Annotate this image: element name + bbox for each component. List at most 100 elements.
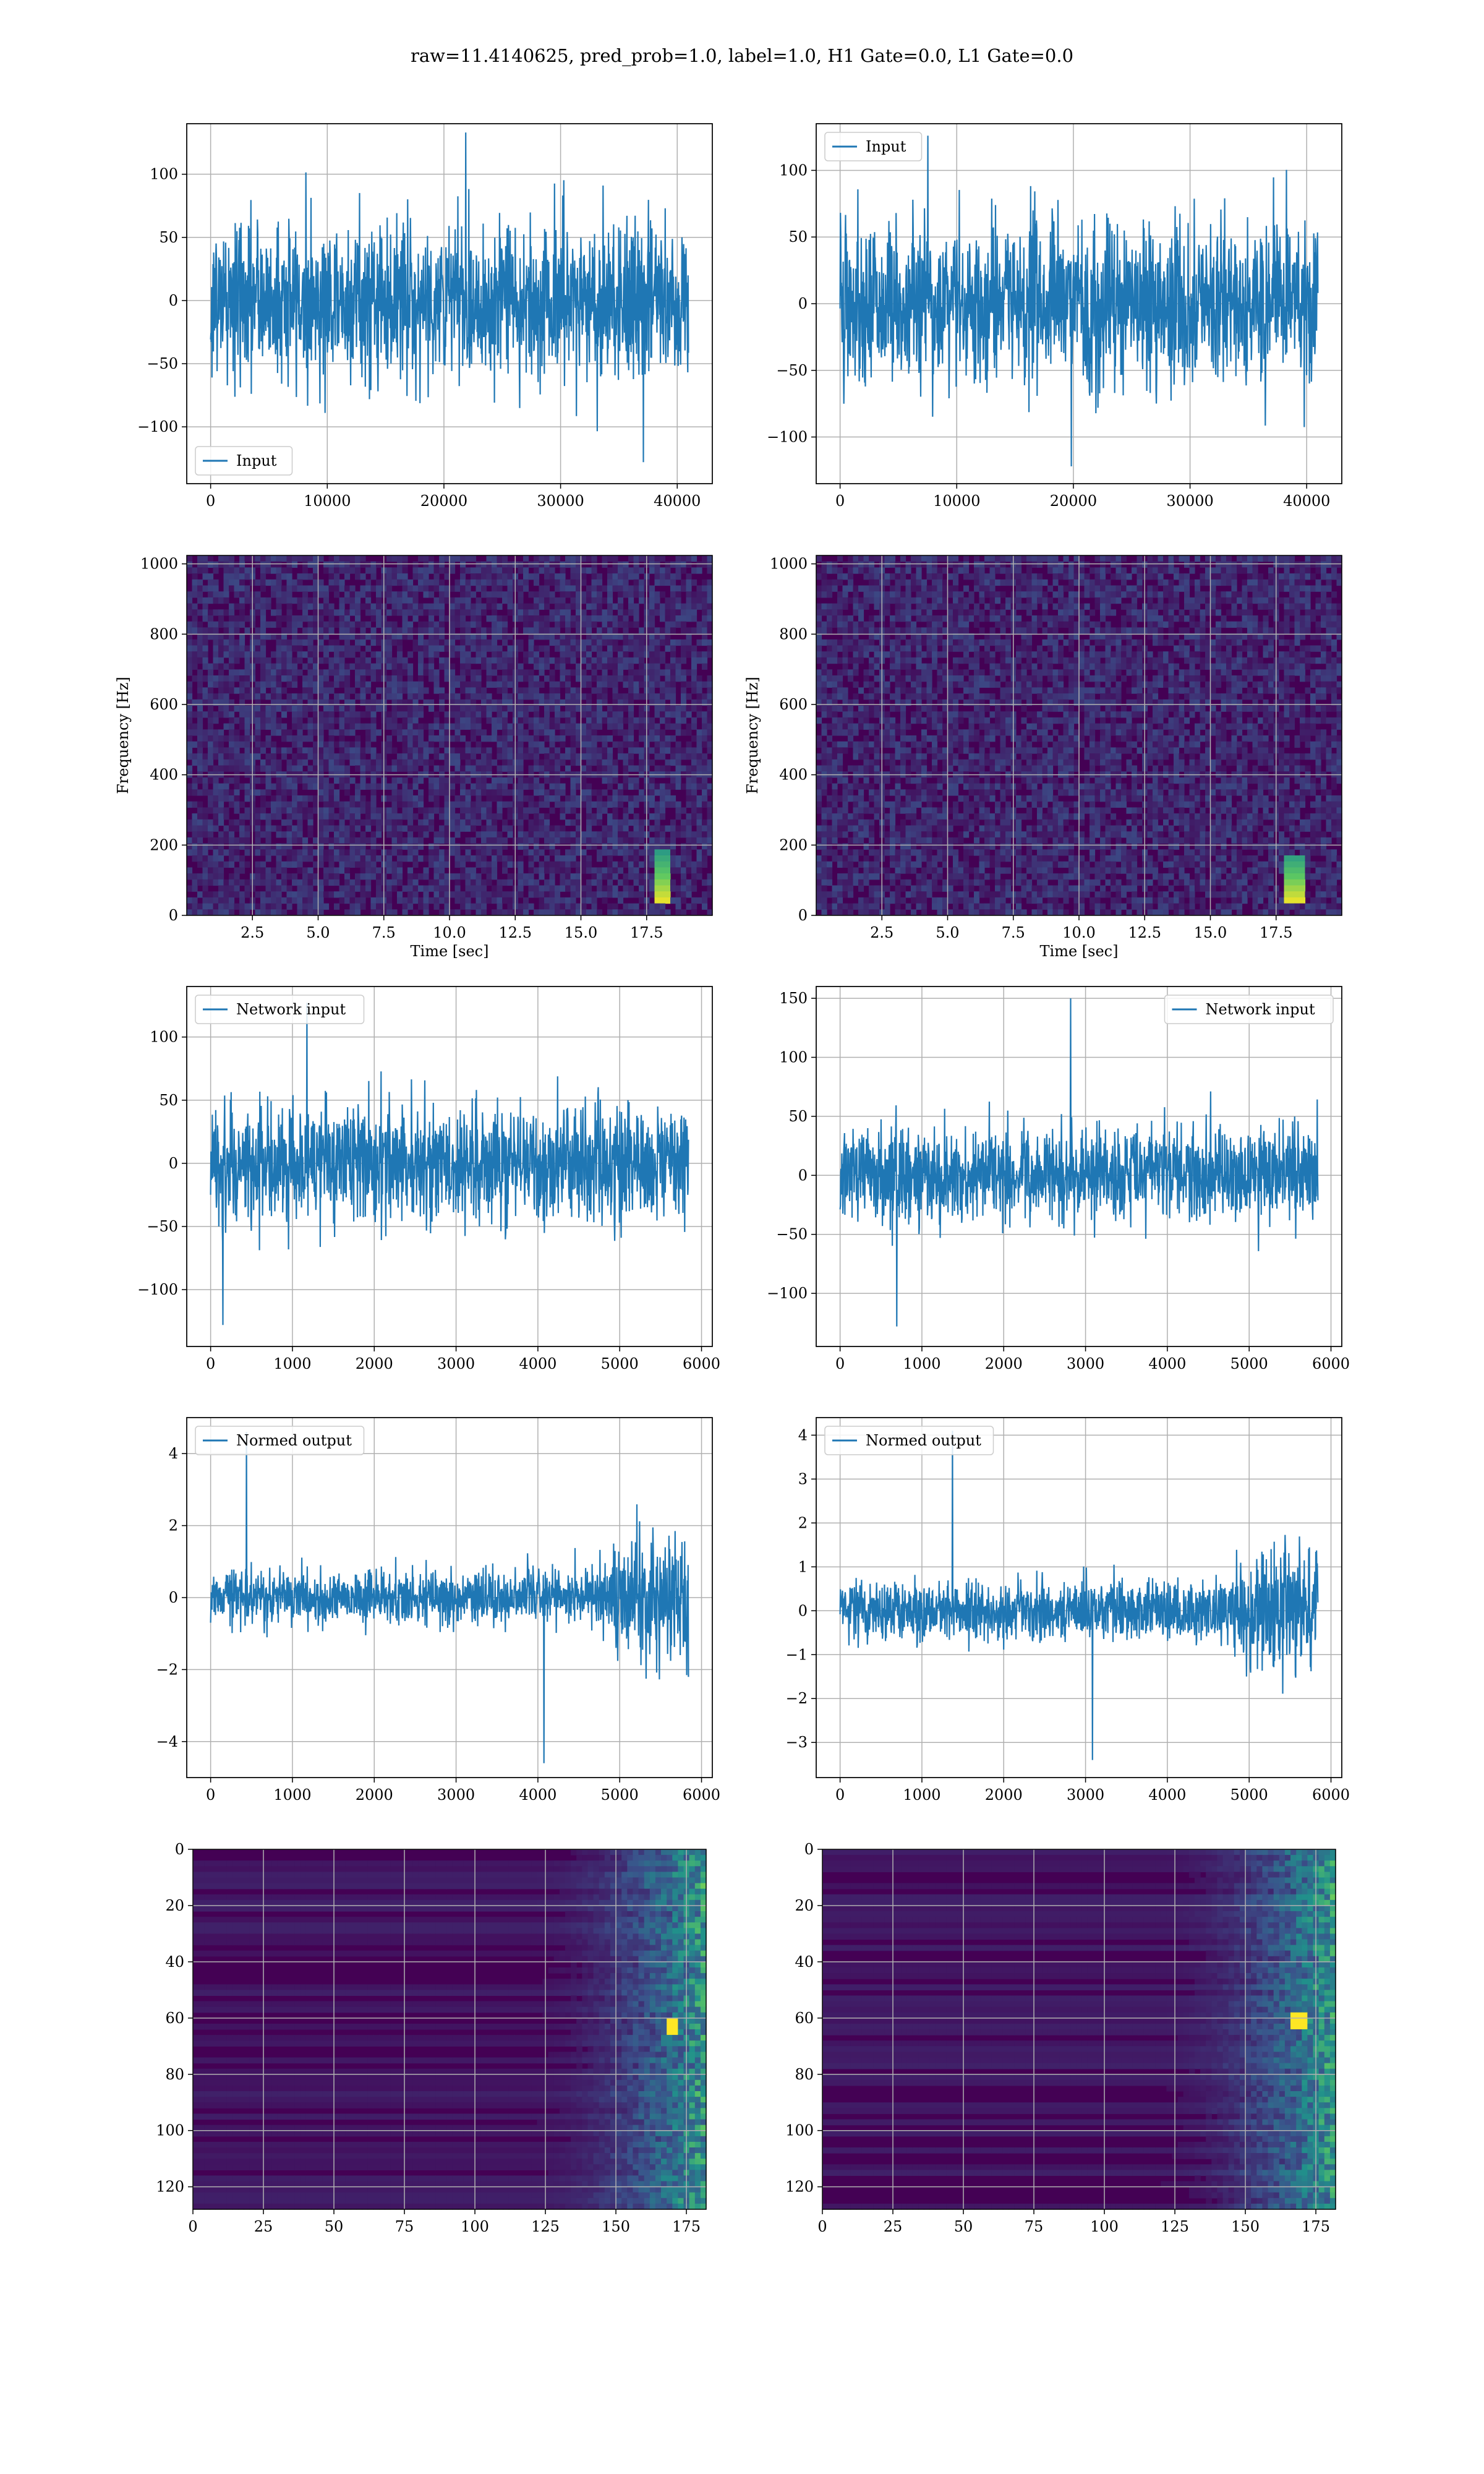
heatmap-cell [607, 831, 613, 838]
heatmap-cell [244, 831, 250, 838]
heatmap-cell [323, 717, 330, 724]
heatmap-cell [244, 669, 250, 676]
heatmap-cell [555, 639, 561, 646]
heatmap-cell [1247, 567, 1253, 574]
heatmap-cell [660, 909, 666, 916]
heatmap-cell [686, 669, 692, 676]
heatmap-cell [502, 681, 508, 688]
heatmap-cell [534, 909, 540, 916]
heatmap-cell [686, 747, 692, 754]
heatmap-cell [397, 675, 403, 682]
heatmap-cell [528, 621, 534, 628]
heatmap-cell [681, 711, 687, 718]
heatmap-cell [591, 663, 597, 670]
heatmap-cell [591, 645, 597, 652]
heatmap-cell [597, 639, 603, 646]
heatmap-cell [1037, 561, 1043, 568]
heatmap-cell [454, 711, 461, 718]
heatmap-cell [187, 555, 193, 562]
heatmap-cell [276, 561, 282, 568]
heatmap-cell [539, 813, 545, 820]
heatmap-cell [360, 693, 366, 700]
heatmap-cell [239, 831, 245, 838]
heatmap-cell [276, 789, 282, 796]
heatmap-cell [665, 669, 671, 676]
heatmap-cell [355, 879, 361, 886]
heatmap-cell [523, 747, 529, 754]
heatmap-cell [355, 591, 361, 598]
heatmap-cell [649, 597, 655, 604]
heatmap-cell [244, 891, 250, 898]
heatmap-cell [497, 645, 503, 652]
heatmap-cell [313, 897, 319, 904]
heatmap-cell [454, 729, 461, 736]
heatmap-cell [665, 663, 671, 670]
heatmap-cell [471, 783, 477, 790]
x-tick-label: 30000 [1166, 492, 1213, 510]
heatmap-cell [454, 885, 461, 892]
heatmap-cell [576, 705, 582, 712]
heatmap-cell [660, 651, 666, 658]
heatmap-cell [565, 555, 571, 562]
heatmap-cell [418, 885, 424, 892]
heatmap-cell [213, 873, 219, 880]
heatmap-cell [475, 675, 482, 682]
heatmap-cell [549, 843, 555, 850]
heatmap-cell [286, 627, 292, 634]
heatmap-cell [370, 753, 377, 760]
heatmap-cell [869, 555, 875, 562]
heatmap-cell [234, 801, 240, 808]
heatmap-cell [213, 621, 219, 628]
heatmap-cell [691, 627, 697, 634]
heatmap-cell [576, 645, 582, 652]
heatmap-cell [570, 729, 576, 736]
heatmap-cell [323, 597, 330, 604]
heatmap-cell [313, 645, 319, 652]
heatmap-cell [365, 633, 372, 640]
heatmap-cell [302, 615, 309, 622]
heatmap-cell [255, 903, 261, 910]
heatmap-cell [639, 831, 645, 838]
heatmap-cell [460, 747, 466, 754]
heatmap-cell [1163, 555, 1169, 562]
heatmap-cell [481, 861, 487, 868]
heatmap-cell [208, 723, 214, 730]
heatmap-cell [686, 651, 692, 658]
heatmap-cell [832, 561, 838, 568]
heatmap-cell [433, 573, 440, 580]
heatmap-cell [271, 723, 277, 730]
heatmap-cell [297, 765, 303, 772]
heatmap-cell [549, 849, 555, 856]
heatmap-cell [549, 747, 555, 754]
heatmap-cell [423, 645, 429, 652]
heatmap-cell [281, 735, 288, 742]
heatmap-cell [581, 711, 587, 718]
heatmap-cell [597, 711, 603, 718]
heatmap-cell [328, 699, 335, 706]
heatmap-cell [681, 819, 687, 826]
heatmap-cell [223, 609, 229, 616]
heatmap-cell [292, 699, 298, 706]
heatmap-cell [339, 597, 345, 604]
heatmap-cell [702, 579, 708, 586]
heatmap-cell [313, 561, 319, 568]
heatmap-cell [433, 723, 440, 730]
heatmap-cell [544, 555, 550, 562]
heatmap-cell [696, 759, 702, 766]
x-tick-label: 7.5 [372, 924, 396, 941]
heatmap-cell [386, 651, 393, 658]
heatmap-cell [391, 717, 398, 724]
heatmap-cell [355, 759, 361, 766]
heatmap-cell [397, 657, 403, 664]
heatmap-cell [576, 777, 582, 784]
heatmap-cell [360, 627, 366, 634]
heatmap-cell [229, 735, 235, 742]
heatmap-cell [633, 639, 639, 646]
heatmap-cell [302, 801, 309, 808]
heatmap-cell [355, 813, 361, 820]
heatmap-cell [502, 891, 508, 898]
heatmap-cell [439, 633, 445, 640]
heatmap-cell [234, 705, 240, 712]
heatmap-cell [555, 795, 561, 802]
legend-box [195, 446, 293, 476]
